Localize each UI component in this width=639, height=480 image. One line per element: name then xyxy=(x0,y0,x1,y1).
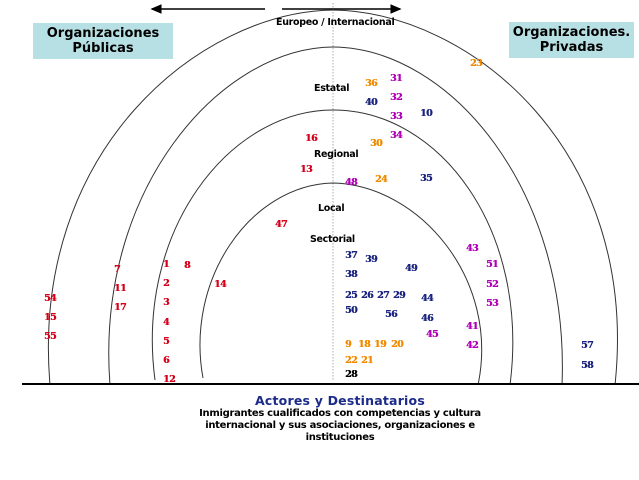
level-label-europeo: Europeo / Internacional xyxy=(276,17,395,28)
actor-number: 11 xyxy=(114,283,127,294)
actor-number: 58 xyxy=(581,360,594,371)
public-organizations-box: Organizaciones Públicas xyxy=(33,23,173,59)
actor-number: 30 xyxy=(370,138,383,149)
actor-number: 34 xyxy=(390,130,403,141)
actor-number: 20 xyxy=(391,339,404,350)
actor-number: 6 xyxy=(163,355,170,366)
actor-number: 32 xyxy=(390,92,403,103)
actor-number: 12 xyxy=(163,374,176,385)
actor-number: 23 xyxy=(470,58,483,69)
actor-number: 43 xyxy=(466,243,479,254)
actor-number: 56 xyxy=(385,309,398,320)
private-box-line2: Privadas xyxy=(539,40,604,55)
actor-number: 47 xyxy=(275,219,288,230)
actor-number: 24 xyxy=(375,174,388,185)
actor-number: 13 xyxy=(300,164,313,175)
actor-number: 33 xyxy=(390,111,403,122)
actor-number: 57 xyxy=(581,340,594,351)
actor-number: 1 xyxy=(163,259,170,270)
actor-number: 4 xyxy=(163,317,170,328)
actor-number: 39 xyxy=(365,254,378,265)
actor-number: 15 xyxy=(44,312,57,323)
footer-desc-line3: instituciones xyxy=(305,432,375,443)
actor-number: 18 xyxy=(358,339,371,350)
actor-number: 46 xyxy=(421,313,434,324)
actor-number: 2 xyxy=(163,278,170,289)
actor-number: 26 xyxy=(361,290,374,301)
actor-number: 40 xyxy=(365,97,378,108)
actor-number: 53 xyxy=(486,298,499,309)
actor-number: 5 xyxy=(163,336,170,347)
actor-number: 41 xyxy=(466,321,479,332)
level-label-local: Local xyxy=(318,203,345,214)
level-label-regional: Regional xyxy=(314,149,359,160)
actor-number: 49 xyxy=(405,263,418,274)
actor-number: 9 xyxy=(345,339,352,350)
actor-number: 27 xyxy=(377,290,390,301)
private-box-line1: Organizaciones. xyxy=(512,25,631,40)
actor-number: 37 xyxy=(345,250,358,261)
actor-number: 42 xyxy=(466,340,479,351)
actor-number: 44 xyxy=(421,293,434,304)
actor-number: 14 xyxy=(214,279,227,290)
actor-number: 48 xyxy=(345,177,358,188)
footer-desc-line2: internacional y sus asociaciones, organi… xyxy=(205,420,475,431)
actor-number: 36 xyxy=(365,78,378,89)
actor-number: 21 xyxy=(361,355,374,366)
actor-number: 16 xyxy=(305,133,318,144)
level-label-sectorial: Sectorial xyxy=(310,234,355,245)
actor-number: 52 xyxy=(486,279,499,290)
actor-number: 19 xyxy=(374,339,387,350)
level-label-estatal: Estatal xyxy=(314,83,350,94)
actor-number: 17 xyxy=(114,302,127,313)
footer-legend: Actores y Destinatarios Inmigrantes cual… xyxy=(160,393,520,444)
actor-number: 10 xyxy=(420,108,433,119)
actor-number: 31 xyxy=(390,73,403,84)
private-organizations-box: Organizaciones. Privadas xyxy=(509,22,634,58)
actor-number: 25 xyxy=(345,290,358,301)
actor-number: 54 xyxy=(44,293,57,304)
actor-number: 28 xyxy=(345,369,358,380)
public-box-line1: Organizaciones xyxy=(46,26,160,41)
actor-number: 22 xyxy=(345,355,358,366)
actor-number: 55 xyxy=(44,331,57,342)
actor-number: 7 xyxy=(114,264,121,275)
actor-number: 8 xyxy=(184,260,191,271)
actor-number: 50 xyxy=(345,305,358,316)
public-box-line2: Públicas xyxy=(72,41,134,56)
footer-title: Actores y Destinatarios xyxy=(255,393,425,408)
actor-number: 38 xyxy=(345,269,358,280)
footer-desc-line1: Inmigrantes cualificados con competencia… xyxy=(199,408,481,419)
actor-number: 3 xyxy=(163,297,170,308)
actor-number: 51 xyxy=(486,259,499,270)
actor-number: 29 xyxy=(393,290,406,301)
actor-number: 45 xyxy=(426,329,439,340)
actor-number: 35 xyxy=(420,173,433,184)
